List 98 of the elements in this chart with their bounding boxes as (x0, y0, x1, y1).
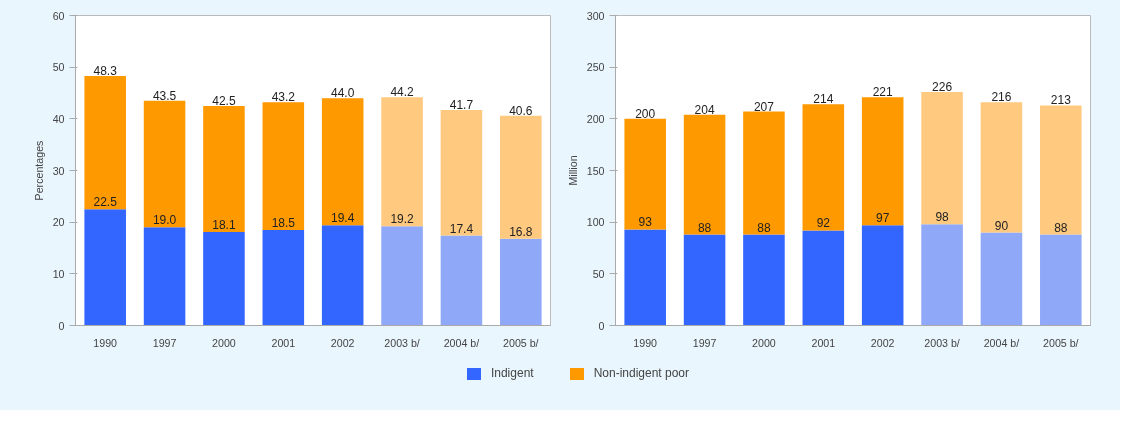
y-tick-label: 50 (52, 61, 65, 74)
x-tick-label: 1990 (633, 336, 658, 349)
bar (683, 114, 726, 235)
data-label: 90 (994, 218, 1009, 233)
bar (321, 98, 364, 226)
data-label: 19.2 (390, 212, 415, 227)
data-label: 22.5 (93, 195, 118, 210)
bar (262, 229, 305, 326)
total-label: 213 (1050, 93, 1072, 108)
bar (500, 115, 542, 239)
y-tick-label: 40 (52, 112, 65, 125)
y-tick-label: 60 (52, 9, 65, 22)
x-tick-label: 2002 (330, 336, 355, 349)
data-label: 97 (876, 211, 890, 226)
x-tick-label: 2003 b/ (384, 336, 420, 349)
y-tick-label: 100 (586, 216, 605, 229)
bar (980, 102, 1023, 233)
data-label: 88 (1054, 220, 1068, 235)
y-tick-label: 50 (592, 267, 605, 280)
bar (143, 227, 186, 326)
bar (921, 91, 963, 225)
x-tick-label: 2002 (870, 336, 895, 349)
data-label: 93 (638, 215, 653, 230)
total-label: 200 (635, 106, 656, 121)
bar (203, 231, 245, 326)
y-tick-label: 150 (586, 164, 605, 177)
y-tick-label: 0 (598, 319, 605, 332)
total-label: 40.6 (509, 103, 533, 118)
x-tick-label: 2004 b/ (443, 336, 480, 349)
x-tick-label: 2000 (212, 336, 236, 349)
y-tick-label: 300 (586, 9, 605, 22)
total-label: 44.2 (390, 85, 415, 100)
x-tick-label: 1990 (93, 336, 118, 349)
bar (743, 234, 785, 326)
x-tick-label: 2005 b/ (503, 336, 539, 349)
x-tick-label: 2005 b/ (1043, 336, 1079, 349)
bar (440, 110, 483, 236)
bar (802, 104, 845, 231)
data-label: 19.0 (152, 213, 177, 228)
bar (381, 226, 423, 326)
data-label: 18.5 (271, 215, 296, 230)
bar (980, 232, 1023, 326)
total-label: 41.7 (449, 98, 474, 113)
total-label: 221 (872, 85, 894, 100)
bar (624, 118, 666, 230)
total-label: 43.2 (271, 90, 296, 105)
legend-label: Indigent (490, 366, 534, 381)
bar (743, 111, 785, 235)
total-label: 226 (932, 79, 953, 94)
y-tick-label: 0 (58, 319, 65, 332)
data-label: 16.8 (509, 224, 533, 239)
x-tick-label: 2004 b/ (983, 336, 1020, 349)
bar (1040, 234, 1082, 326)
bar (84, 75, 126, 210)
bar (84, 209, 126, 326)
x-tick-label: 2001 (811, 336, 836, 349)
y-tick-label: 20 (52, 216, 65, 229)
y-tick-label: 200 (586, 112, 605, 125)
data-label: 88 (757, 220, 771, 235)
bar (861, 225, 904, 326)
x-tick-label: 1997 (152, 336, 177, 349)
legend-label: Non-indigent poor (593, 366, 690, 381)
data-label: 17.4 (449, 221, 474, 236)
x-tick-label: 2001 (271, 336, 296, 349)
total-label: 207 (753, 99, 775, 114)
bar (861, 97, 904, 226)
data-label: 18.1 (212, 217, 236, 232)
total-label: 44.0 (331, 86, 355, 101)
bar (203, 105, 245, 232)
total-label: 48.3 (93, 63, 118, 78)
data-label: 19.4 (331, 211, 355, 226)
total-label: 204 (694, 102, 715, 117)
x-tick-label: 2003 b/ (924, 336, 960, 349)
data-label: 92 (816, 216, 831, 231)
y-tick-label: 10 (52, 267, 65, 280)
data-label: 98 (935, 210, 950, 225)
total-label: 216 (991, 90, 1012, 105)
bar (440, 235, 483, 326)
y-tick-label: 250 (586, 61, 605, 74)
data-label: 88 (697, 220, 712, 235)
y-axis-title: Million (566, 155, 579, 186)
bar (683, 234, 726, 326)
bar (624, 229, 666, 326)
x-tick-label: 1997 (692, 336, 717, 349)
y-tick-label: 30 (52, 164, 65, 177)
bar (921, 224, 963, 326)
bar (262, 102, 305, 230)
x-tick-label: 2000 (752, 336, 776, 349)
total-label: 42.5 (212, 93, 236, 108)
bar (321, 225, 364, 326)
bar (500, 238, 542, 326)
y-axis-title: Percentages (32, 140, 45, 201)
bar (143, 100, 186, 228)
bar (1040, 105, 1082, 235)
bar (802, 230, 845, 326)
total-label: 214 (813, 92, 834, 107)
total-label: 43.5 (152, 88, 177, 103)
bar (381, 97, 423, 227)
